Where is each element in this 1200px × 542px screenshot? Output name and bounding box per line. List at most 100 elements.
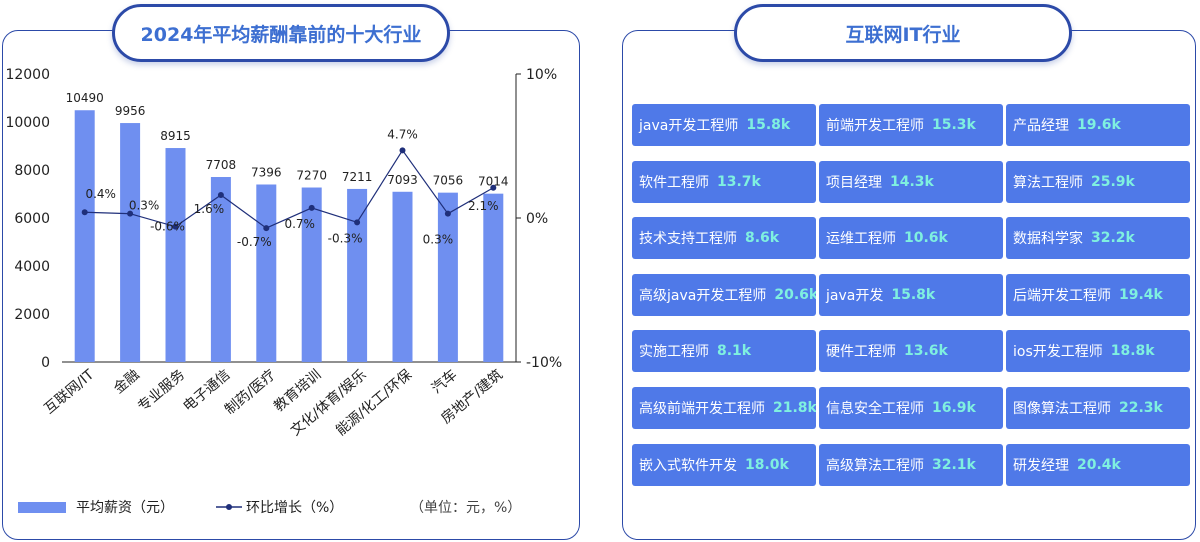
job-name: 研发经理 [1013,457,1069,474]
job-name: 数据科学家 [1013,231,1083,248]
chart-title: 2024年平均薪酬靠前的十大行业 [112,4,450,62]
growth-value-label: -0.7% [237,235,272,249]
job-tile: 高级java开发工程师 20.6k [632,273,816,316]
job-name: 实施工程师 [639,344,709,361]
job-tile: 后端开发工程师 19.4k [1006,273,1190,316]
growth-point [172,223,179,230]
bar-value-label: 7211 [342,170,373,184]
job-tile: 高级前端开发工程师 21.8k [632,386,816,429]
growth-value-label: -0.3% [328,231,363,245]
job-tile: ios开发工程师 18.8k [1006,330,1190,373]
job-name: 前端开发工程师 [826,118,924,134]
job-salary: 13.7k [717,173,761,190]
job-tile: 项目经理 14.3k [819,160,1003,203]
job-salary: 8.6k [745,230,780,247]
job-name: java开发 [826,287,884,304]
job-tile: 运维工程师 10.6k [819,217,1003,260]
job-name: 运维工程师 [826,231,896,248]
growth-point [308,204,315,211]
job-tile: 软件工程师 13.7k [632,160,816,203]
jobs-grid: java开发工程师 15.8k 前端开发工程师 15.3k 产品经理 19.6k 软件工程师… [632,104,1190,486]
x-tick-label: 专业服务 [135,367,188,415]
job-salary: 15.3k [932,117,976,133]
bar-value-label: 8915 [160,129,191,143]
salary-chart: 0 2000 4000 6000 8000 10000 12000 -10% 0% 10% 1049… [5,67,562,439]
growth-value-label: 0.3% [423,233,454,247]
job-tile: 技术支持工程师 8.6k [632,217,816,260]
legend-line: 环比增长（%） [216,497,343,517]
legend-bar: 平均薪资（元） [18,497,174,517]
bar-value-label: 9956 [115,104,146,118]
job-salary: 14.3k [890,173,934,190]
job-tile: 产品经理 19.6k [1006,104,1190,146]
job-name: ios开发工程师 [1013,344,1103,361]
bar-value-label: 10490 [66,91,104,105]
right-y-tick-label: 10% [526,67,557,83]
job-tile: 前端开发工程师 15.3k [819,104,1003,146]
job-tile: 实施工程师 8.1k [632,330,816,373]
bar-value-label: 7270 [296,169,327,183]
bar [301,187,322,362]
bar [483,193,504,362]
growth-value-label: -0.6% [150,220,185,234]
bar-value-label: 7093 [387,173,418,187]
job-name: 项目经理 [826,174,882,191]
left-y-tick-label: 8000 [14,163,50,179]
job-salary: 19.6k [1077,117,1121,133]
bar-value-label: 7396 [251,165,282,179]
bar [256,184,277,362]
legend-bar-label: 平均薪资（元） [76,500,174,516]
legend-line-swatch [216,504,242,510]
x-tick-label: 金融 [111,367,143,397]
job-name: 高级java开发工程师 [639,287,767,304]
job-salary: 25.9k [1091,173,1135,190]
bar-value-label: 7056 [433,174,464,188]
growth-point [217,191,224,198]
job-tile: 高级算法工程师 32.1k [819,443,1003,486]
growth-point [444,210,451,217]
growth-value-label: 2.1% [468,199,499,213]
job-salary: 32.2k [1091,230,1135,247]
job-name: 信息安全工程师 [826,400,924,417]
job-tile: 硬件工程师 13.6k [819,330,1003,373]
growth-value-label: 0.3% [129,199,160,213]
job-tile: 嵌入式软件开发 18.0k [632,443,816,486]
jobs-panel-title: 互联网IT行业 [734,4,1072,62]
job-tile: 数据科学家 32.2k [1006,217,1190,260]
growth-line [84,149,494,229]
job-salary: 8.1k [717,343,752,360]
job-salary: 21.8k [773,399,816,416]
left-y-tick-label: 2000 [14,307,50,323]
left-y-tick-label: 0 [41,355,50,371]
bar-value-label: 7708 [206,158,237,172]
unit-note: （单位：元，%） [410,500,522,516]
job-name: java开发工程师 [639,118,739,134]
legend-line-label: 环比增长（%） [246,500,344,516]
job-salary: 10.6k [904,230,948,247]
growth-point [81,209,88,216]
left-y-tick-label: 4000 [14,259,50,275]
left-y-tick-label: 10000 [5,115,50,131]
x-tick-label: 互联网/IT [41,367,97,418]
left-y-tick-label: 12000 [5,67,50,83]
legend-bar-swatch [18,501,66,513]
job-name: 高级前端开发工程师 [639,400,765,417]
job-salary: 20.4k [1077,456,1121,473]
job-salary: 20.6k [774,286,816,303]
job-tile: 图像算法工程师 22.3k [1006,386,1190,429]
bar [347,188,368,362]
growth-point [399,147,406,154]
job-name: 产品经理 [1013,118,1069,134]
job-name: 算法工程师 [1013,174,1083,191]
growth-point [263,225,270,232]
growth-value-label: 4.7% [387,127,418,141]
x-tick-label: 汽车 [428,366,460,397]
bar [165,148,186,362]
job-name: 嵌入式软件开发 [639,457,737,474]
growth-point [490,184,497,191]
job-name: 图像算法工程师 [1013,400,1111,417]
growth-point [354,219,361,226]
job-name: 软件工程师 [639,174,709,191]
job-name: 技术支持工程师 [639,231,737,248]
job-salary: 22.3k [1119,399,1163,416]
